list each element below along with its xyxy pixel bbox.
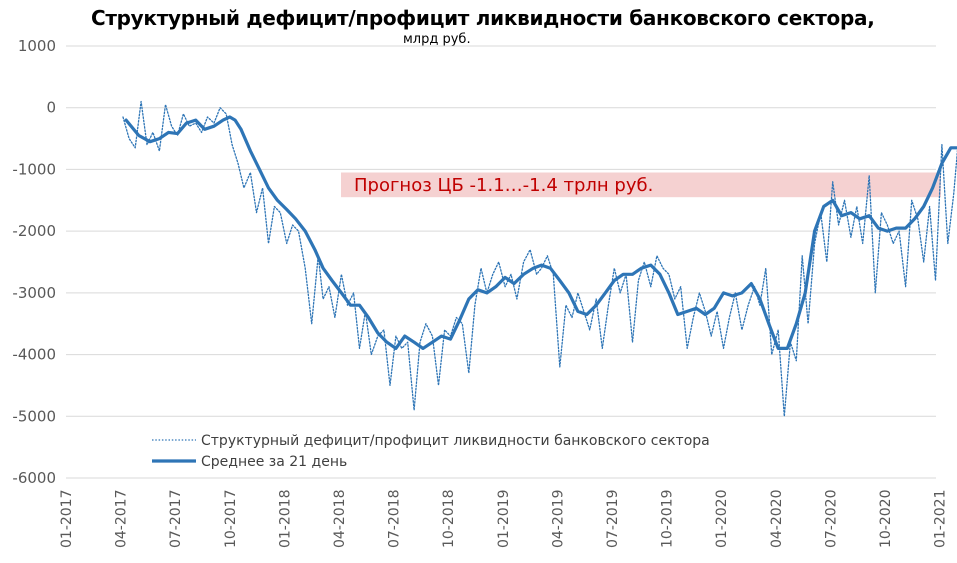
x-tick-label: 04-2018 <box>332 490 348 549</box>
forecast-band <box>341 172 941 198</box>
forecast-band-label: Прогноз ЦБ -1.1…-1.4 трлн руб. <box>354 175 653 196</box>
y-tick-label: -2000 <box>12 222 56 240</box>
x-tick-label: 07-2017 <box>168 490 184 549</box>
chart-subtitle: млрд руб. <box>403 32 471 47</box>
legend: Структурный дефицит/профицит ликвидности… <box>152 433 710 470</box>
x-tick-label: 01-2021 <box>933 490 949 549</box>
x-tick-label: 01-2020 <box>714 490 730 549</box>
x-tick-label: 01-2019 <box>496 490 512 549</box>
x-tick-label: 07-2018 <box>387 490 403 549</box>
y-tick-label: 1000 <box>18 37 56 55</box>
y-tick-label: -3000 <box>12 284 56 302</box>
y-tick-label: 0 <box>46 99 56 117</box>
y-axis-ticks: 1000 0 -1000 -2000 -3000 -4000 -5000 -6000 <box>12 37 56 487</box>
series-layer: 72.3 <box>122 100 957 417</box>
x-tick-label: 10-2019 <box>660 490 676 549</box>
y-tick-label: -6000 <box>12 469 56 487</box>
x-tick-label: 01-2018 <box>277 490 293 549</box>
forecast-band-layer: Прогноз ЦБ -1.1…-1.4 трлн руб. <box>341 172 941 198</box>
x-tick-label: 04-2020 <box>769 490 785 549</box>
x-tick-label: 07-2020 <box>823 490 839 549</box>
legend-label-average: Среднее за 21 день <box>201 454 347 470</box>
y-tick-label: -1000 <box>12 160 56 178</box>
x-tick-label: 04-2017 <box>114 490 130 549</box>
x-tick-label: 10-2020 <box>878 490 894 549</box>
moving-average-line <box>124 115 957 350</box>
liquidity-series-line <box>122 100 957 417</box>
y-tick-label: -4000 <box>12 346 56 364</box>
y-tick-label: -5000 <box>12 407 56 425</box>
grid-lines <box>66 45 936 479</box>
x-tick-label: 01-2017 <box>59 490 75 549</box>
x-tick-label: 07-2019 <box>605 490 621 549</box>
x-tick-label: 10-2017 <box>223 490 239 549</box>
x-tick-label: 04-2019 <box>550 490 566 549</box>
x-axis-ticks: 01-2017 04-2017 07-2017 10-2017 01-2018 04-20… <box>59 490 949 549</box>
legend-label-series: Структурный дефицит/профицит ликвидности… <box>201 433 710 449</box>
x-tick-label: 10-2018 <box>441 490 457 549</box>
chart-title: Структурный дефицит/профицит ликвидности… <box>91 6 875 30</box>
